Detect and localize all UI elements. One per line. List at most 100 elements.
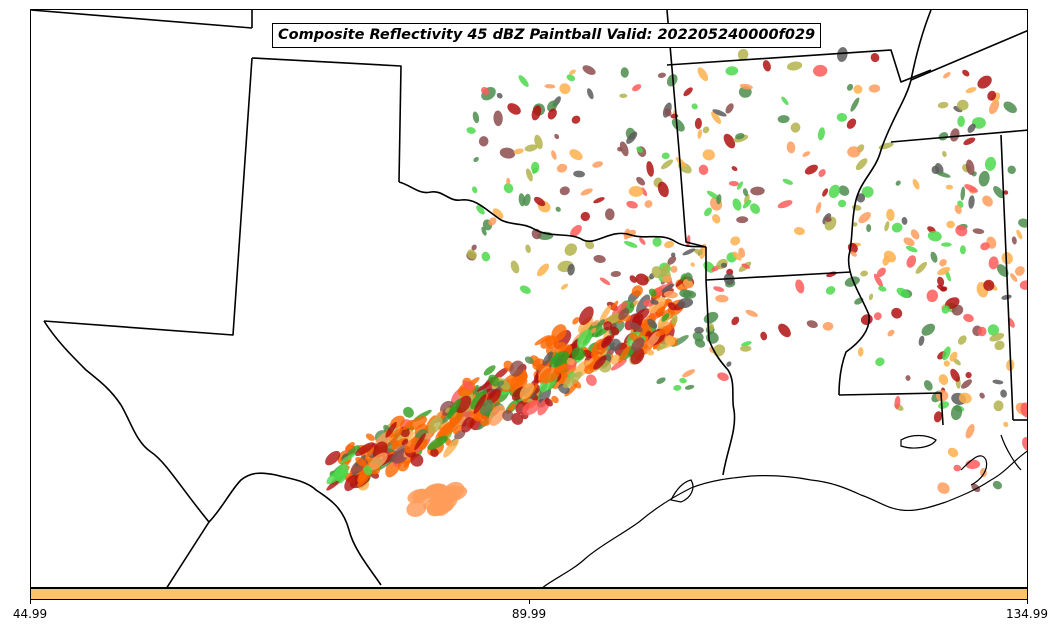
- storm-cell: [466, 127, 476, 134]
- storm-cell: [856, 193, 866, 203]
- state-borders: [31, 10, 1027, 587]
- storm-cell: [619, 141, 629, 157]
- storm-cell: [661, 275, 673, 283]
- storm-cell: [870, 53, 880, 63]
- storm-cell: [639, 237, 646, 245]
- storm-cell: [591, 319, 600, 327]
- storm-cell: [655, 306, 666, 318]
- storm-cell: [1003, 421, 1009, 428]
- storm-cell: [601, 334, 615, 349]
- storm-cell: [664, 108, 672, 117]
- storm-cell: [586, 374, 597, 386]
- storm-cell: [404, 437, 421, 454]
- storm-cell: [499, 147, 516, 159]
- storm-cell: [470, 391, 486, 410]
- storm-cell: [802, 151, 811, 157]
- storm-cell: [443, 438, 459, 458]
- storm-cell: [937, 101, 949, 109]
- storm-cell: [905, 375, 911, 381]
- storm-cell: [496, 92, 503, 99]
- map-title: Composite Reflectivity 45 dBZ Paintball …: [272, 23, 822, 48]
- storm-cell: [481, 87, 496, 101]
- storm-cell: [481, 251, 491, 262]
- storm-cell: [664, 335, 676, 346]
- storm-cell: [365, 433, 375, 441]
- storm-cell: [745, 309, 758, 317]
- storm-cell: [978, 170, 990, 187]
- storm-cell: [943, 360, 950, 367]
- storm-cell: [525, 244, 531, 254]
- storm-cell: [953, 464, 962, 472]
- storm-cell: [667, 256, 677, 265]
- storm-cell: [868, 293, 874, 301]
- storm-cell: [697, 67, 709, 82]
- storm-cell: [942, 346, 951, 361]
- storm-cell: [503, 183, 514, 194]
- storm-cell: [604, 208, 615, 221]
- storm-cell: [731, 166, 738, 172]
- storm-cell: [597, 319, 606, 327]
- storm-cell: [697, 129, 703, 139]
- storm-cell: [368, 452, 388, 471]
- storm-cell: [918, 335, 925, 346]
- storm-cell: [493, 367, 509, 380]
- storm-cell: [571, 347, 585, 361]
- storm-cell: [607, 312, 621, 324]
- storm-cell: [683, 87, 693, 97]
- storm-cell: [576, 329, 593, 349]
- storm-cell: [646, 161, 654, 177]
- ms-al-border: [1000, 134, 1014, 421]
- storm-cell: [847, 146, 861, 158]
- storm-cell: [993, 400, 1004, 412]
- storm-cell: [815, 202, 822, 214]
- storm-cell: [742, 188, 749, 197]
- storm-cell: [610, 358, 627, 371]
- storm-cell: [984, 156, 997, 171]
- gulf-coast: [542, 450, 1027, 587]
- storm-cell: [670, 252, 676, 258]
- storm-cell: [664, 240, 675, 249]
- storm-cell: [992, 480, 1002, 490]
- storm-cell: [963, 137, 976, 146]
- storm-cell: [401, 438, 409, 446]
- storm-cell: [488, 404, 506, 426]
- storm-cell: [725, 103, 734, 114]
- storm-cell: [694, 117, 702, 130]
- storm-cell: [618, 308, 630, 321]
- storm-cell: [866, 224, 872, 233]
- storm-cell: [593, 255, 606, 263]
- storm-cell: [584, 364, 595, 375]
- storm-cell: [536, 263, 550, 277]
- storm-cell: [728, 180, 739, 187]
- storm-cell: [428, 416, 443, 434]
- storm-cell: [923, 380, 933, 391]
- storm-cell: [648, 288, 657, 297]
- storm-cell: [891, 222, 903, 233]
- storm-cell: [950, 405, 963, 421]
- storm-cell: [1007, 317, 1015, 328]
- storm-cell: [716, 194, 722, 205]
- storm-cell: [1014, 266, 1025, 276]
- ok-panhandle-border: [251, 57, 402, 183]
- storm-cell: [972, 228, 985, 234]
- storm-cell: [518, 75, 529, 87]
- ar-la-border: [705, 271, 852, 281]
- storm-cell: [488, 217, 497, 226]
- storm-cell: [937, 276, 945, 287]
- storm-cell: [651, 266, 663, 279]
- storm-cell: [569, 69, 576, 75]
- storm-cell: [982, 195, 993, 207]
- storm-cell: [786, 141, 796, 154]
- storm-cell: [593, 197, 605, 204]
- storm-cell: [518, 193, 526, 207]
- storm-cell: [609, 338, 622, 351]
- storm-cell: [542, 351, 553, 366]
- storm-cell: [950, 128, 960, 142]
- storm-cell: [657, 72, 666, 78]
- storm-cell: [704, 207, 712, 217]
- delta: [960, 455, 988, 486]
- storm-cell: [599, 304, 612, 323]
- storm-cell: [644, 200, 653, 208]
- storm-cell: [519, 382, 535, 400]
- storm-cell: [868, 84, 881, 93]
